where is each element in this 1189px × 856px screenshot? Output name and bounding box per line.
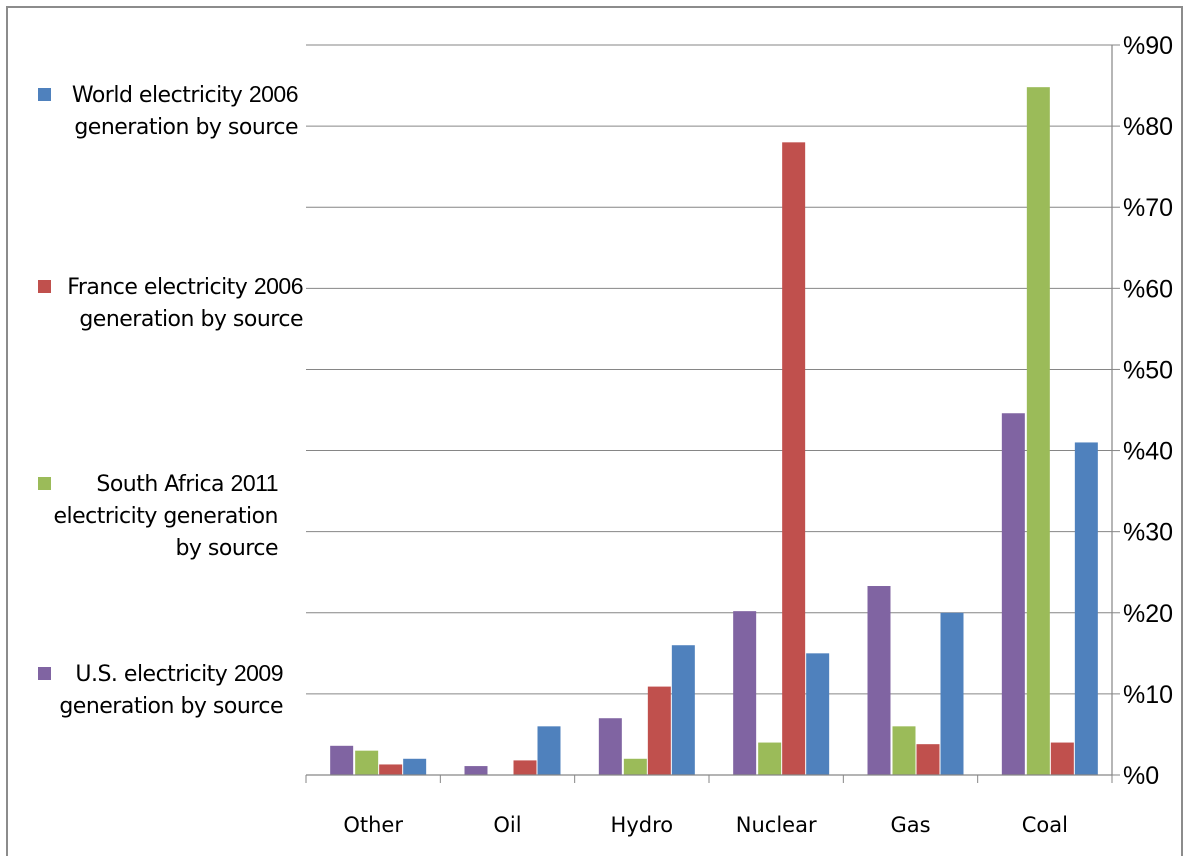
bar-other-series-0 — [330, 745, 354, 775]
y-tick-label: %50 — [1123, 356, 1173, 384]
y-tick-label: %20 — [1123, 600, 1173, 628]
legend-line: electricity generation — [53, 501, 278, 533]
bar-hydro-series-2 — [647, 686, 671, 775]
x-tick-label: Gas — [890, 813, 930, 837]
bar-other-series-2 — [379, 764, 403, 775]
bar-hydro-series-3 — [671, 645, 695, 775]
bar-coal-series-0 — [1001, 413, 1025, 775]
legend-item: World electricity 2006 generation by sour… — [71, 78, 299, 144]
legend-label: France electricity — [67, 275, 254, 300]
legend-swatch — [38, 667, 51, 680]
gridlines — [306, 44, 1112, 695]
bar-gas-series-2 — [916, 744, 940, 775]
legend-line: France electricity 2006 — [67, 270, 303, 304]
legend-label: U.S. electricity — [75, 662, 234, 687]
legend-line: South Africa 2011 — [53, 467, 278, 501]
x-tick-label: Hydro — [611, 813, 674, 837]
legend-line: U.S. electricity 2009 — [59, 657, 283, 691]
y-axis-ticks: %0 %10 %20 %30 %40 %50 %60 %70 %80 %90 — [1112, 32, 1173, 790]
legend-line: by source — [53, 533, 278, 565]
x-tick-label: Nuclear — [736, 813, 817, 837]
y-tick-label: %60 — [1123, 275, 1173, 303]
y-tick-label: %0 — [1123, 762, 1159, 790]
bar-hydro-series-0 — [598, 718, 622, 775]
legend-item: South Africa 2011 electricity generation b… — [53, 467, 278, 565]
bar-hydro-series-1 — [623, 758, 647, 775]
bar-gas-series-3 — [940, 612, 964, 775]
bar-other-series-1 — [355, 750, 379, 775]
legend-item: U.S. electricity 2009 generation by sourc… — [59, 657, 283, 723]
legend-label: generation by source — [59, 694, 283, 719]
bar-gas-series-1 — [892, 726, 916, 775]
legend-year: 2009 — [233, 660, 284, 686]
legend-label: electricity generation — [53, 504, 278, 529]
y-tick-label: %90 — [1123, 32, 1173, 60]
y-tick-label: %40 — [1123, 438, 1173, 466]
legend-year: 2006 — [248, 81, 299, 107]
legend-swatch — [38, 88, 51, 101]
bars — [330, 87, 1098, 776]
legend-label: World electricity — [71, 83, 249, 108]
x-tick-label: Oil — [493, 813, 521, 837]
legend-label: by source — [175, 536, 278, 561]
legend-label: South Africa — [96, 472, 231, 497]
y-tick-label: %70 — [1123, 194, 1173, 222]
bar-oil-series-0 — [464, 766, 488, 775]
bar-other-series-3 — [403, 758, 427, 775]
bar-coal-series-2 — [1050, 742, 1074, 775]
bar-gas-series-0 — [867, 586, 891, 775]
legend-year: 2006 — [253, 273, 304, 299]
legend-line: generation by source — [59, 691, 283, 723]
y-tick-label: %30 — [1123, 519, 1173, 547]
x-tick-label: Other — [343, 813, 403, 837]
bar-nuclear-series-0 — [733, 611, 757, 775]
x-axis-ticks: Other Oil Hydro Nuclear Gas Coal — [305, 775, 1113, 837]
legend-line: generation by source — [72, 112, 298, 144]
bar-coal-series-1 — [1026, 87, 1050, 775]
legend-item: France electricity 2006 generation by sou… — [67, 270, 303, 336]
bar-nuclear-series-1 — [758, 742, 782, 775]
x-tick-label: Coal — [1022, 813, 1068, 837]
legend-line: World electricity 2006 — [71, 78, 299, 112]
y-tick-label: %10 — [1123, 681, 1173, 709]
chart-frame — [6, 6, 1183, 856]
legend-label: generation by source — [79, 307, 303, 332]
legend-swatch — [38, 477, 51, 490]
bar-oil-series-3 — [537, 726, 561, 775]
bar-nuclear-series-2 — [782, 142, 806, 776]
y-tick-label: %80 — [1123, 113, 1173, 141]
legend-label: generation by source — [74, 115, 298, 140]
axes — [306, 45, 1113, 776]
legend-swatch — [38, 280, 51, 293]
bar-coal-series-3 — [1074, 442, 1098, 775]
legend-line: generation by source — [67, 304, 303, 336]
bar-nuclear-series-3 — [806, 653, 830, 775]
bar-oil-series-2 — [513, 760, 537, 775]
legend-year: 2011 — [230, 470, 279, 496]
